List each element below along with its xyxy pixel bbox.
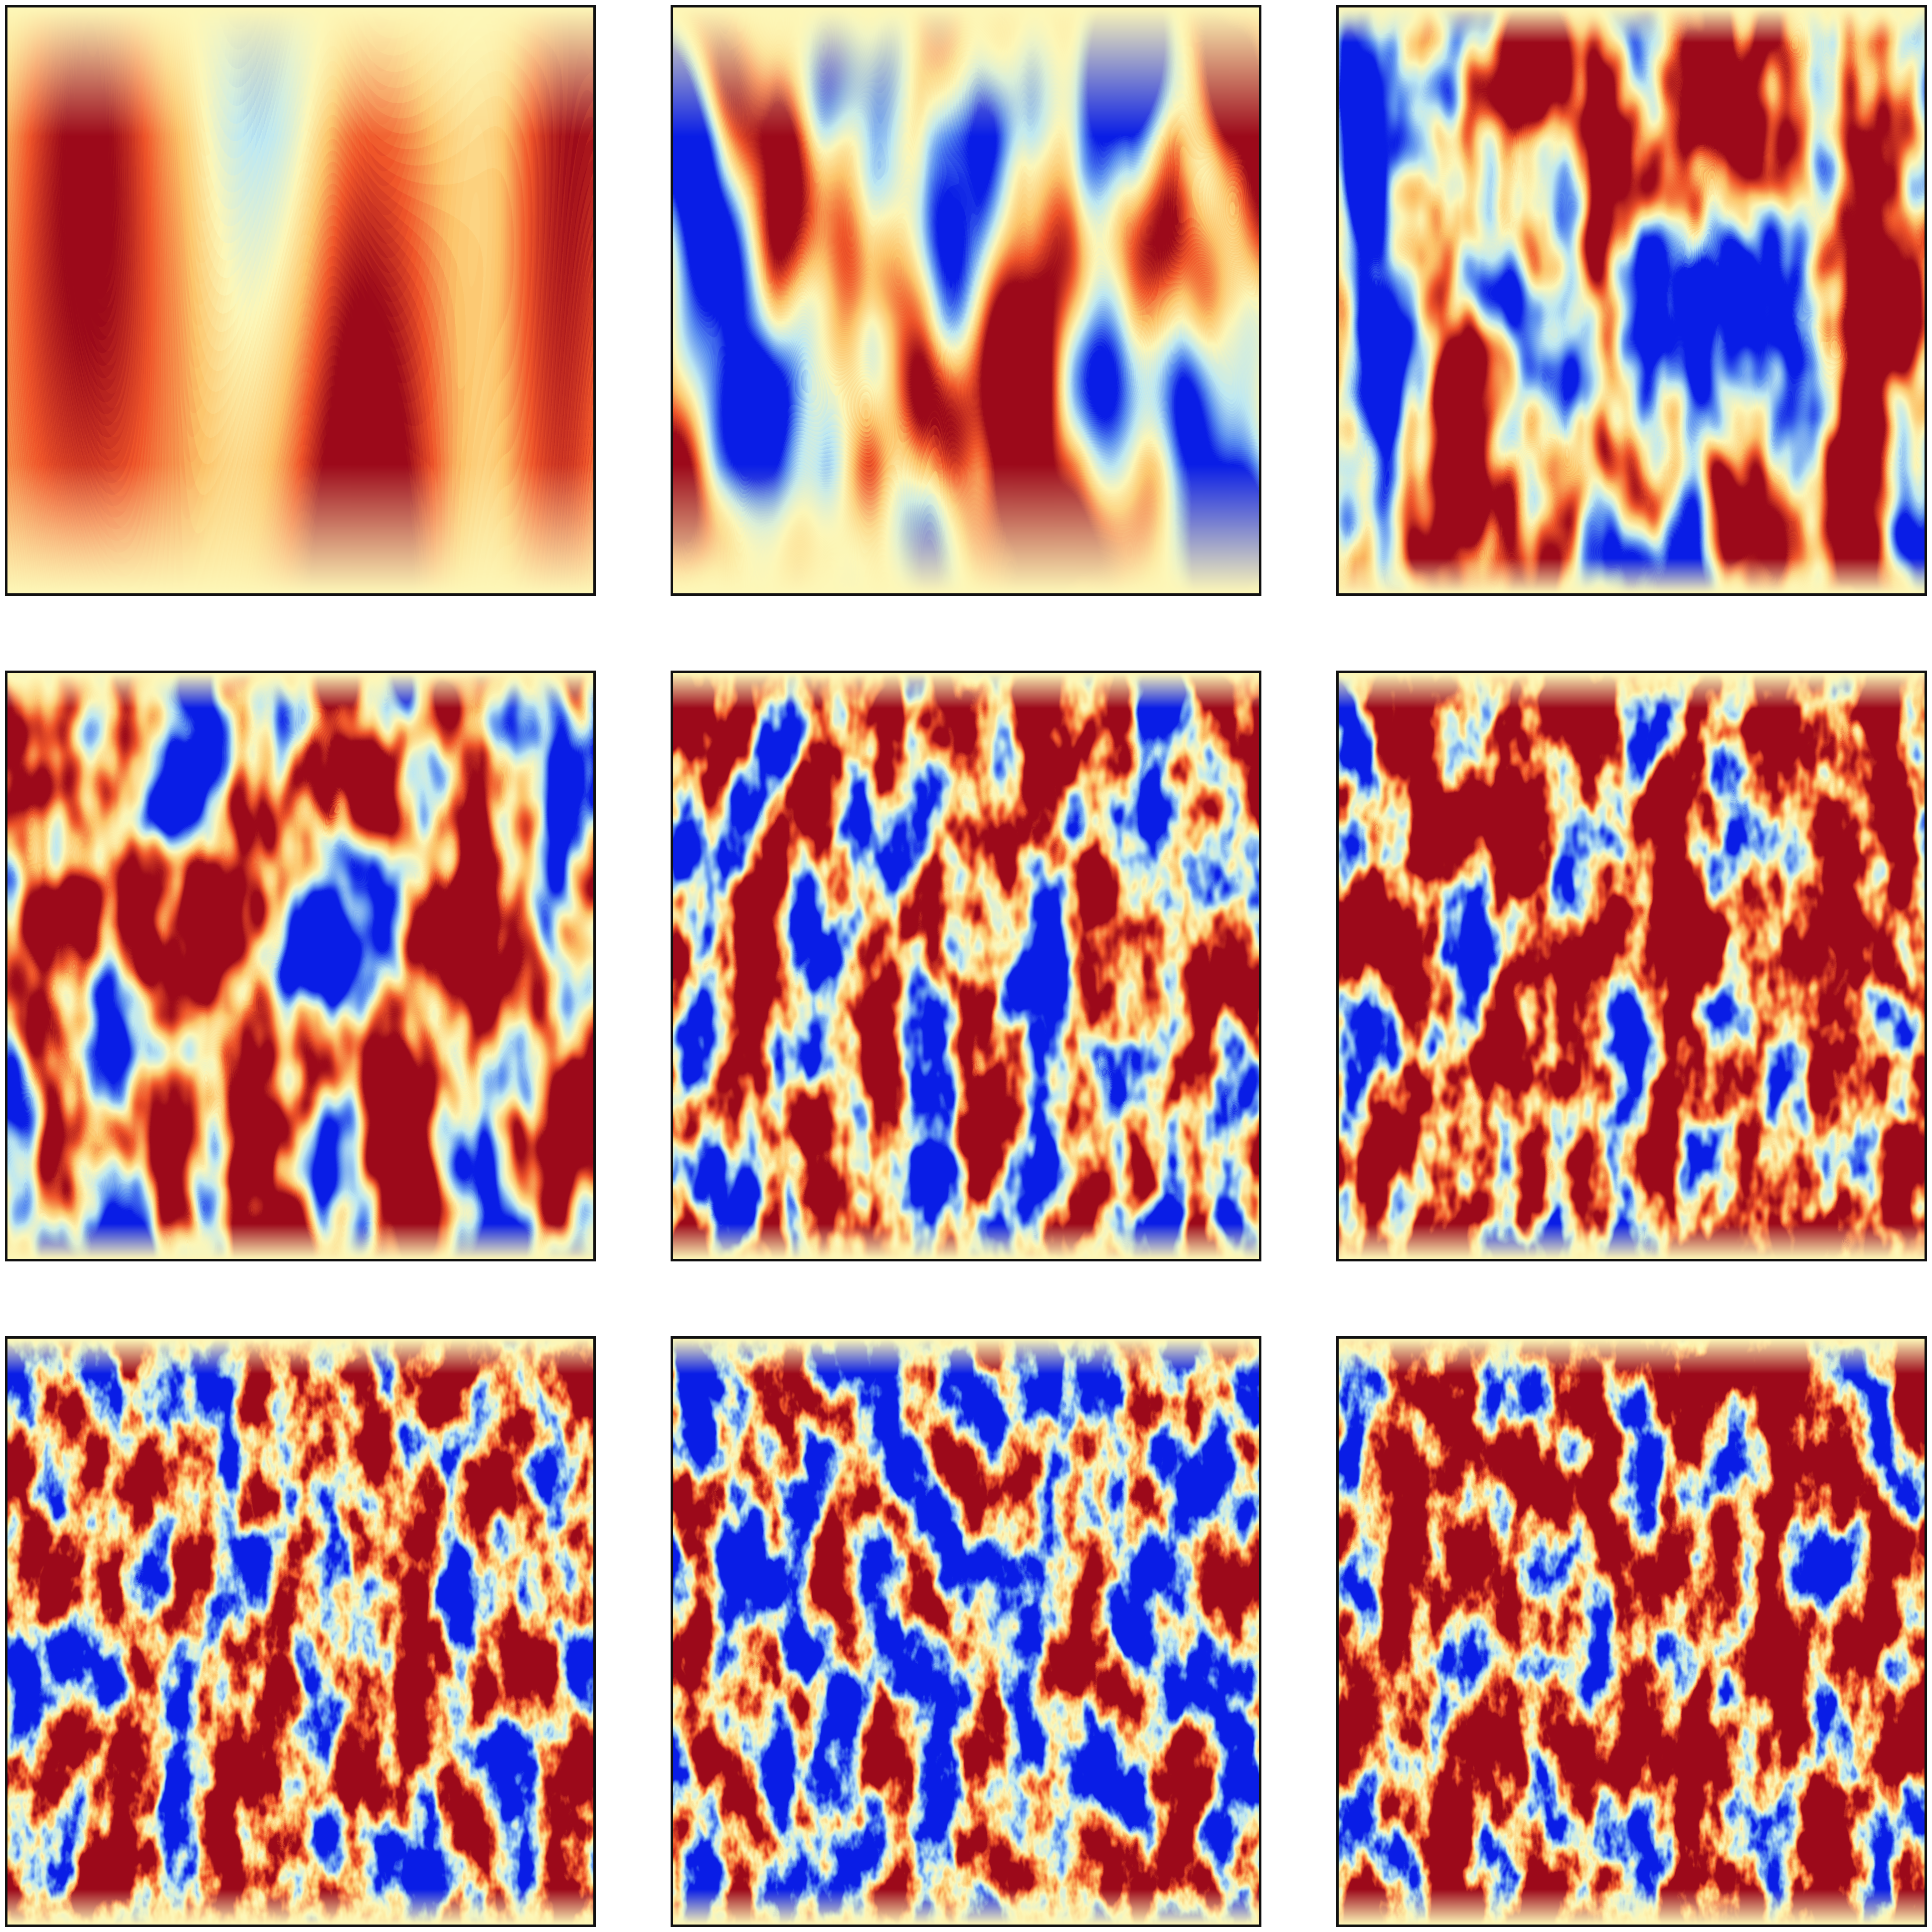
edge-fade	[7, 673, 593, 1259]
panel-r2c3	[1336, 671, 1927, 1261]
field-image	[1339, 7, 1925, 593]
edge-fade	[1339, 7, 1925, 593]
edge-fade	[7, 1339, 593, 1925]
panel-r3c1	[5, 1336, 596, 1927]
panel-r2c2	[671, 671, 1261, 1261]
field-image	[673, 673, 1259, 1259]
edge-fade	[673, 1339, 1259, 1925]
field-image	[1339, 1339, 1925, 1925]
panel-r1c1	[5, 5, 596, 596]
edge-fade	[7, 7, 593, 593]
edge-fade	[673, 673, 1259, 1259]
edge-fade	[1339, 673, 1925, 1259]
edge-fade	[673, 7, 1259, 593]
panel-r1c2	[671, 5, 1261, 596]
field-image	[7, 673, 593, 1259]
field-image	[7, 7, 593, 593]
field-image	[673, 1339, 1259, 1925]
field-image	[7, 1339, 593, 1925]
panel-r2c1	[5, 671, 596, 1261]
panel-r3c3	[1336, 1336, 1927, 1927]
field-image	[1339, 673, 1925, 1259]
edge-fade	[1339, 1339, 1925, 1925]
panel-r1c3	[1336, 5, 1927, 596]
field-image	[673, 7, 1259, 593]
panel-r3c2	[671, 1336, 1261, 1927]
